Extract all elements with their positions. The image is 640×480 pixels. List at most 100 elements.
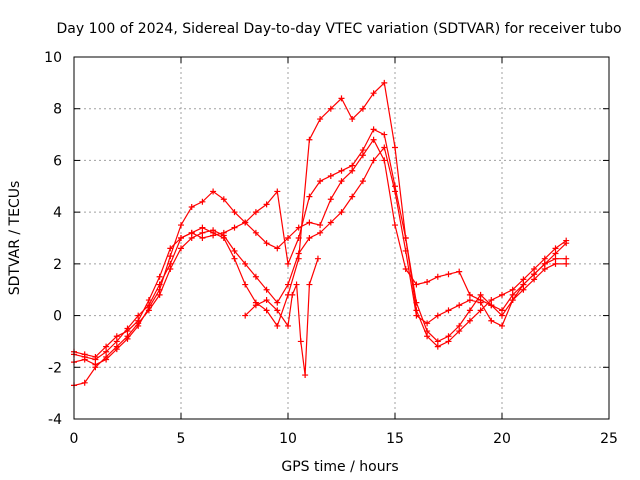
data-point xyxy=(499,312,505,319)
data-point xyxy=(199,224,206,231)
data-point xyxy=(285,235,291,241)
data-point xyxy=(274,245,281,252)
y-tick-label: -4 xyxy=(48,412,62,428)
data-point xyxy=(552,260,559,267)
data-point xyxy=(113,333,120,340)
data-point xyxy=(231,247,238,254)
data-point xyxy=(317,178,324,185)
data-point xyxy=(263,307,270,314)
data-point xyxy=(302,372,309,379)
x-tick-label: 0 xyxy=(70,431,79,447)
data-point xyxy=(466,307,473,314)
data-point xyxy=(289,291,296,298)
data-point xyxy=(456,322,463,329)
data-point xyxy=(541,266,548,273)
data-point xyxy=(145,297,152,304)
data-point xyxy=(167,245,174,252)
data-point xyxy=(306,281,313,288)
data-point xyxy=(392,222,398,229)
data-point xyxy=(466,297,473,304)
data-point xyxy=(499,291,505,298)
data-point xyxy=(456,328,463,335)
data-point xyxy=(231,209,238,216)
data-point xyxy=(392,144,398,151)
data-point xyxy=(370,157,377,164)
data-point xyxy=(424,278,431,285)
data-point xyxy=(338,209,345,216)
y-tick-label: 8 xyxy=(53,102,62,118)
data-point xyxy=(156,286,163,293)
data-point xyxy=(103,348,110,355)
data-point xyxy=(327,196,334,203)
data-point xyxy=(92,361,99,368)
data-point xyxy=(499,322,505,329)
data-point xyxy=(520,281,527,288)
data-point xyxy=(531,271,538,278)
data-point xyxy=(285,260,291,267)
data-point xyxy=(263,286,270,293)
data-point xyxy=(188,235,195,241)
data-point xyxy=(370,90,377,97)
data-point xyxy=(552,245,559,252)
data-point xyxy=(402,266,409,273)
plot-frame xyxy=(73,56,610,420)
data-point xyxy=(220,196,227,203)
data-point xyxy=(499,307,505,314)
data-point xyxy=(456,302,463,309)
data-point xyxy=(188,229,195,236)
series-group xyxy=(242,255,321,379)
data-point xyxy=(466,317,473,324)
data-point xyxy=(552,255,559,262)
data-point xyxy=(317,229,324,236)
data-point xyxy=(178,245,184,252)
data-point xyxy=(124,328,131,335)
data-point xyxy=(434,273,441,280)
data-point xyxy=(424,328,431,335)
data-point xyxy=(156,291,163,298)
data-point xyxy=(252,209,259,216)
grid xyxy=(74,57,609,419)
data-point xyxy=(370,136,377,143)
data-point xyxy=(349,162,356,169)
data-point xyxy=(392,183,398,190)
data-point xyxy=(81,356,88,363)
data-point xyxy=(188,203,195,210)
y-tick-label: 6 xyxy=(53,153,62,169)
data-point xyxy=(381,131,388,138)
series-group xyxy=(71,79,570,360)
data-point xyxy=(285,322,291,329)
y-tick-label: 0 xyxy=(53,309,62,325)
data-point xyxy=(220,235,227,241)
data-point xyxy=(317,222,324,229)
data-point xyxy=(424,320,431,327)
data-point xyxy=(477,299,484,306)
data-point xyxy=(242,312,249,319)
data-point xyxy=(445,338,452,345)
data-point xyxy=(306,219,313,226)
data-point xyxy=(252,302,259,309)
data-point xyxy=(381,79,388,86)
data-point xyxy=(113,346,120,353)
data-point xyxy=(81,351,88,358)
data-point xyxy=(156,273,163,280)
data-point xyxy=(541,255,548,262)
data-point xyxy=(520,286,527,293)
data-point xyxy=(456,268,463,275)
data-point xyxy=(178,235,184,241)
x-tick-label: 10 xyxy=(279,431,297,447)
x-axis-title: GPS time / hours xyxy=(281,459,398,475)
data-point xyxy=(338,167,345,174)
data-point xyxy=(338,178,345,185)
y-tick-label: 10 xyxy=(44,50,62,66)
data-point xyxy=(210,229,217,236)
data-point xyxy=(445,307,452,314)
data-point xyxy=(359,178,366,185)
data-point xyxy=(306,235,313,241)
data-point xyxy=(242,281,249,288)
data-point xyxy=(434,338,441,345)
data-point xyxy=(509,286,516,293)
y-tick-label: 4 xyxy=(53,205,62,221)
x-tick-label: 25 xyxy=(600,431,618,447)
